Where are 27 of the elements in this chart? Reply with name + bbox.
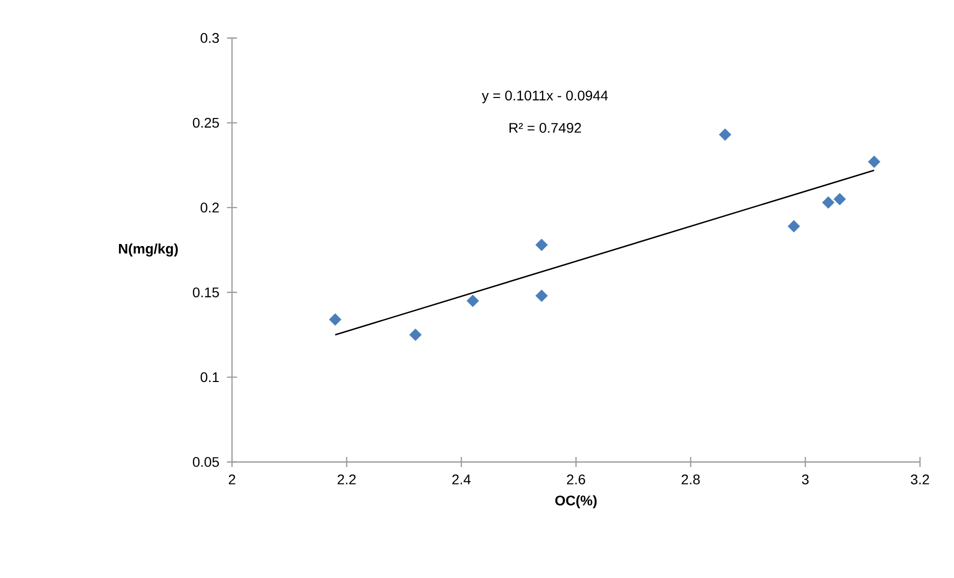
point bbox=[329, 313, 342, 326]
y-tick-label: 0.2 bbox=[200, 202, 219, 213]
y-tick-label: 0.05 bbox=[192, 457, 219, 467]
point bbox=[822, 196, 834, 209]
y-tick-label: 0.15 bbox=[192, 287, 219, 298]
point bbox=[409, 328, 422, 341]
point bbox=[535, 290, 548, 302]
point bbox=[718, 128, 732, 141]
point bbox=[868, 156, 880, 168]
x-tick-label: 2.6 bbox=[567, 474, 586, 484]
x-tick-label: 2.8 bbox=[682, 474, 700, 484]
point bbox=[466, 294, 479, 308]
x-tick-label: 2 bbox=[228, 474, 236, 484]
y-axis-title: N(mg/kg) bbox=[118, 243, 178, 257]
x-axis-title: OC(%) bbox=[555, 495, 597, 508]
x-tick-label: 3 bbox=[802, 474, 809, 484]
annotation: y = 0.1011x - 0.0944 bbox=[482, 90, 608, 104]
y-tick-label: 0.25 bbox=[192, 118, 219, 128]
x-tick-label: 3.2 bbox=[910, 474, 930, 484]
x-tick-label: 2.4 bbox=[452, 474, 471, 484]
y-tick-label: 0.1 bbox=[200, 372, 219, 382]
annotation: R² = 0.7492 bbox=[510, 122, 581, 133]
x-tick-label: 2.2 bbox=[338, 474, 356, 484]
y-tick-label: 0.3 bbox=[200, 33, 219, 43]
point bbox=[788, 220, 800, 232]
point bbox=[535, 238, 548, 252]
point bbox=[834, 192, 846, 206]
